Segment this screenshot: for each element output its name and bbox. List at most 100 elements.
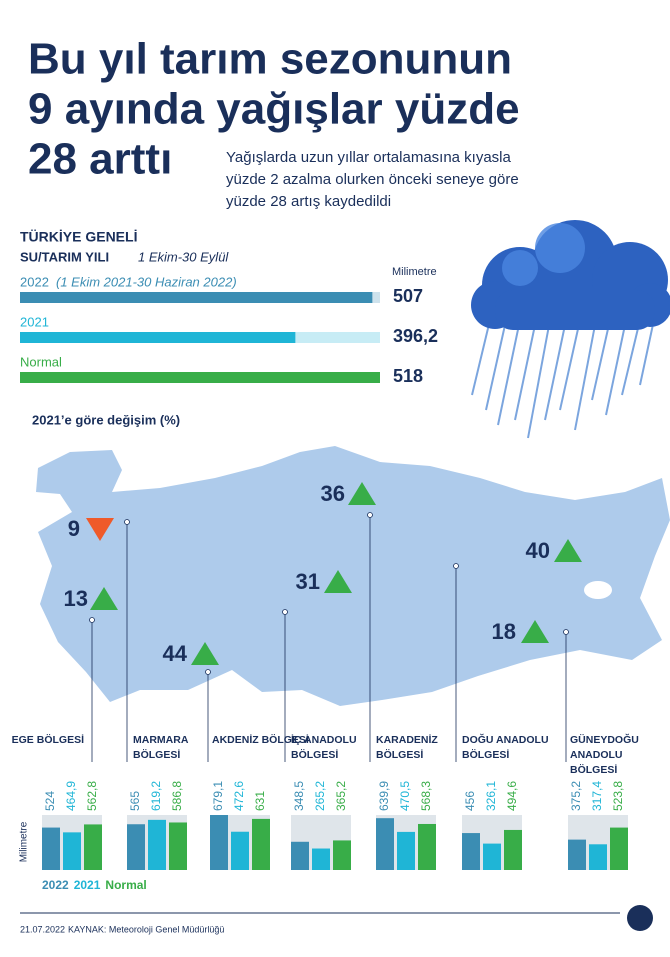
value-label: 524 [43,791,57,811]
value-label: 472,6 [232,781,246,811]
value-label: 456 [463,791,477,811]
title-line: 28 arttı [28,135,172,184]
value-label: 494,6 [505,781,519,811]
bar [20,372,380,383]
value-label: 375,2 [569,781,583,811]
chart-title: TÜRKİYE GENELİ [20,229,137,245]
chart-period: 1 Ekim-30 Eylül [138,249,229,264]
bar [84,824,102,870]
bar [20,292,373,303]
bar [169,822,187,870]
bar [210,815,228,870]
change-label: 44 [163,641,188,666]
bar [291,841,309,870]
bar-label: Normal [20,354,62,369]
chart-subtitle: SU/TARIM YILI [20,249,109,264]
unit-label: Milimetre [392,266,437,278]
bar-note: (1 Ekim 2021-30 Haziran 2022) [56,274,237,289]
bar [610,827,628,870]
trend-arrow [86,518,114,541]
change-label: 9 [68,516,80,541]
leader-dot [563,629,569,635]
value-label: 619,2 [149,781,163,811]
bar [148,819,166,870]
region-label: İÇ ANADOLU BÖLGESİ [291,734,357,761]
trend-arrow [90,587,118,610]
value-label: 562,8 [85,781,99,811]
bar [483,843,501,870]
region-label: KARADENİZ BÖLGESİ [376,734,438,761]
cloud-icon [471,220,670,439]
region-label: GÜNEYDOĞU ANADOLU BÖLGESİ [570,734,639,776]
value-label: 464,9 [64,781,78,811]
legend-label: Normal [105,878,146,892]
change-label: 40 [526,538,550,563]
value-label: 523,8 [611,781,625,811]
region-label: MARMARA BÖLGESİ [133,734,189,761]
bar [252,818,270,870]
change-label: 13 [64,586,88,611]
bar [462,833,480,870]
footer-source: KAYNAK: Meteoroloji Genel Müdürlüğü [68,924,224,934]
bar [333,840,351,870]
value-label: 568,3 [419,781,433,811]
value-label: 565 [128,791,142,811]
value-label: 317,4 [590,781,604,811]
y-axis-label: Milimetre [19,821,30,862]
leader-dot [124,519,130,525]
chart-title: 2021’e göre değişim (%) [32,412,180,427]
value-label: 507 [393,286,423,306]
value-label: 326,1 [484,781,498,811]
trend-arrow [324,570,352,593]
value-label: 679,1 [211,781,225,811]
value-label: 586,8 [170,781,184,811]
region-label: AKDENİZ BÖLGESİ [212,734,309,746]
leader-dot [205,669,211,675]
subtitle-line: yüzde 2 azalma olurken önceki seneye gör… [226,171,519,188]
value-label: 396,2 [393,326,438,346]
bar [589,844,607,870]
trend-arrow [554,539,582,562]
region-label: EGE BÖLGESİ [11,734,84,746]
bar-label: 2022 [20,274,49,289]
leader-dot [453,563,459,569]
title-line: Bu yıl tarım sezonunun [28,35,512,84]
bar [312,848,330,870]
bar [231,831,249,870]
title-line: 9 ayında yağışlar yüzde [28,85,520,134]
bar [63,832,81,870]
trend-arrow [521,620,549,643]
map-lake [584,581,612,599]
logo [627,905,653,931]
value-label: 265,2 [313,781,327,811]
region-label: DOĞU ANADOLU BÖLGESİ [462,734,549,761]
bar-label: 2021 [20,314,49,329]
value-label: 365,2 [334,781,348,811]
subtitle-line: yüzde 28 artış kaydedildi [226,193,391,210]
leader-dot [89,617,95,623]
value-label: 348,5 [292,781,306,811]
change-label: 36 [321,481,345,506]
trend-arrow [348,482,376,505]
leader-dot [282,609,288,615]
bar [127,824,145,870]
subtitle-line: Yağışlarda uzun yıllar ortalamasına kıya… [226,149,512,166]
value-label: 631 [253,791,267,811]
legend-label: 2021 [74,878,101,892]
footer-date: 21.07.2022 [20,924,65,934]
bar [20,332,296,343]
bar [42,827,60,870]
bar [376,818,394,870]
leader-dot [367,512,373,518]
value-label: 639,9 [377,781,391,811]
map-shape [36,446,670,706]
legend-label: 2022 [42,878,69,892]
bar [418,823,436,870]
trend-arrow [191,642,219,665]
value-label: 470,5 [398,781,412,811]
bar [397,831,415,870]
bar [568,839,586,870]
bar [504,829,522,870]
